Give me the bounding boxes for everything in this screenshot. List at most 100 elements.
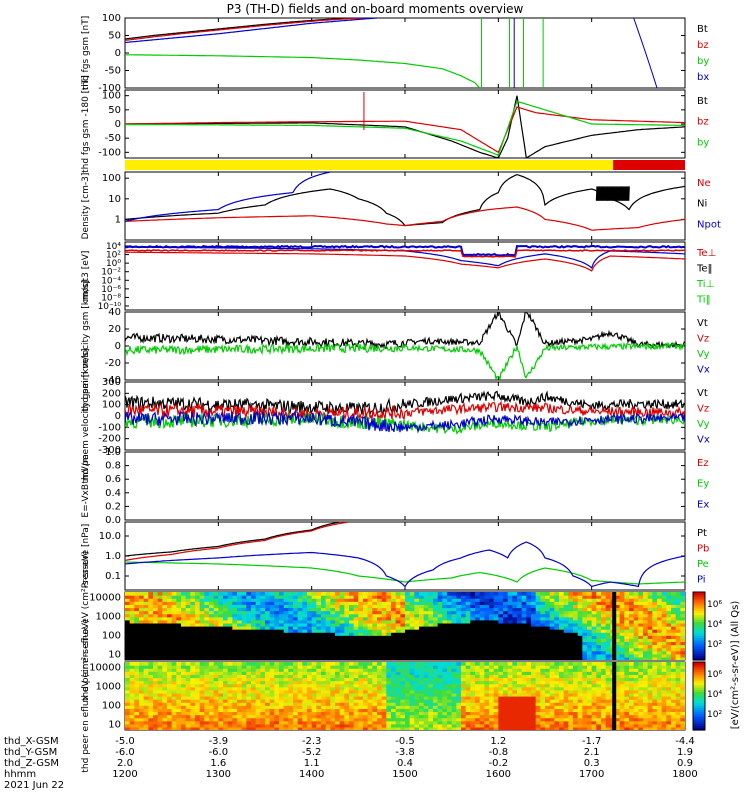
- heatmap-cell: [339, 629, 345, 633]
- heatmap-cell: [363, 711, 369, 716]
- heatmap-cell: [521, 699, 527, 703]
- heatmap-cell: [680, 641, 685, 646]
- y-tick-label: 10⁻¹⁰: [98, 302, 122, 312]
- heatmap-cell: [400, 616, 406, 621]
- heatmap-cell: [661, 653, 667, 658]
- heatmap-cell: [335, 696, 341, 700]
- heatmap-cell: [288, 689, 294, 694]
- heatmap-cell: [479, 638, 485, 643]
- y-tick-label: 10⁴: [106, 242, 121, 252]
- heatmap-cell: [339, 592, 345, 596]
- heatmap-cell: [325, 641, 331, 646]
- heatmap-cell: [531, 677, 537, 682]
- heatmap-cell: [372, 613, 378, 618]
- heatmap-cell: [237, 656, 243, 660]
- heatmap-cell: [209, 668, 215, 672]
- heatmap-cell: [526, 683, 532, 688]
- heatmap-cell: [232, 638, 238, 643]
- heatmap-cell: [465, 644, 471, 649]
- heatmap-cell: [185, 720, 191, 725]
- heatmap-cell: [204, 677, 210, 682]
- heatmap-cell: [605, 595, 611, 599]
- heatmap-cell: [251, 683, 257, 688]
- heatmap-cell: [307, 711, 313, 716]
- heatmap-cell: [456, 613, 462, 618]
- panel-plot-area: [125, 92, 685, 158]
- heatmap-cell: [237, 708, 243, 713]
- heatmap-cell: [400, 720, 406, 725]
- heatmap-cell: [498, 641, 504, 646]
- heatmap-cell: [395, 720, 401, 725]
- heatmap-cell: [498, 689, 504, 694]
- heatmap-cell: [344, 708, 350, 713]
- y-tick-label: 100: [102, 400, 121, 411]
- heatmap-cell: [433, 717, 439, 722]
- heatmap-cell: [549, 635, 555, 639]
- heatmap-cell: [358, 708, 364, 713]
- heatmap-cell: [521, 592, 527, 596]
- heatmap-cell: [237, 662, 243, 666]
- heatmap-cell: [321, 717, 327, 722]
- heatmap-cell: [605, 644, 611, 649]
- heatmap-cell: [554, 650, 560, 655]
- heatmap-cell: [139, 677, 145, 682]
- heatmap-cell: [503, 616, 509, 621]
- heatmap-cell: [395, 635, 401, 639]
- heatmap-cell: [279, 619, 285, 624]
- heatmap-cell: [274, 619, 280, 624]
- heatmap-cell: [451, 705, 457, 709]
- y-tick-label: 50: [108, 105, 121, 116]
- heatmap-cell: [129, 629, 135, 633]
- heatmap-cell: [297, 635, 303, 639]
- heatmap-cell: [204, 601, 210, 605]
- heatmap-cell: [134, 723, 140, 728]
- heatmap-cell: [232, 641, 238, 646]
- heatmap-cell: [129, 644, 135, 649]
- heatmap-cell: [330, 705, 336, 709]
- heatmap-cell: [484, 686, 490, 691]
- heatmap-cell: [470, 705, 476, 709]
- heatmap-cell: [143, 650, 149, 655]
- heatmap-cell: [199, 696, 205, 700]
- heatmap-cell: [428, 689, 434, 694]
- heatmap-cell: [559, 598, 565, 602]
- heatmap-cell: [507, 616, 513, 621]
- heatmap-cell: [652, 644, 658, 649]
- legend-Te⊥: Te⊥: [696, 248, 716, 259]
- heatmap-cell: [344, 723, 350, 728]
- heatmap-cell: [405, 671, 411, 675]
- heatmap-cell: [181, 604, 187, 609]
- heatmap-cell: [633, 619, 639, 624]
- heatmap-cell: [316, 650, 322, 655]
- heatmap-cell: [148, 717, 154, 722]
- y-tick-label: 10: [108, 719, 121, 730]
- heatmap-cell: [619, 604, 625, 609]
- heatmap-cell: [274, 598, 280, 602]
- heatmap-cell: [134, 644, 140, 649]
- heatmap-cell: [209, 674, 215, 679]
- heatmap-cell: [339, 595, 345, 599]
- heatmap-cell: [129, 592, 135, 596]
- heatmap-cell: [148, 674, 154, 679]
- heatmap-cell: [489, 674, 495, 679]
- heatmap-cell: [470, 641, 476, 646]
- heatmap-cell: [414, 683, 420, 688]
- heatmap-cell: [377, 650, 383, 655]
- heatmap-cell: [293, 610, 299, 615]
- heatmap-cell: [493, 601, 499, 605]
- heatmap-cell: [288, 696, 294, 700]
- heatmap-cell: [181, 692, 187, 697]
- heatmap-cell: [181, 595, 187, 599]
- heatmap-cell: [171, 671, 177, 675]
- colorbar-cell: [693, 612, 705, 616]
- heatmap-cell: [428, 714, 434, 719]
- heatmap-cell: [503, 674, 509, 679]
- heatmap-cell: [311, 720, 317, 725]
- heatmap-cell: [643, 626, 649, 630]
- heatmap-cell: [596, 616, 602, 621]
- heatmap-cell: [675, 613, 681, 618]
- heatmap-cell: [167, 601, 173, 605]
- heatmap-cell: [190, 702, 196, 706]
- heatmap-cell: [153, 714, 159, 719]
- heatmap-cell: [638, 653, 644, 658]
